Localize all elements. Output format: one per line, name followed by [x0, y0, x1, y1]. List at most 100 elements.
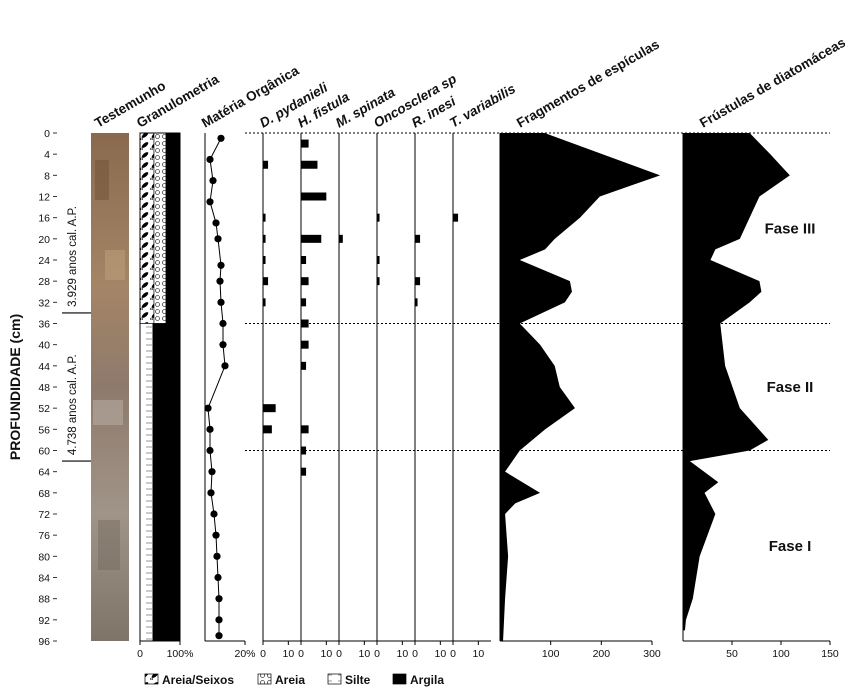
legend-swatch	[258, 674, 271, 684]
organic-point	[209, 177, 216, 184]
x-tick-label: 20%	[234, 648, 255, 660]
grain-segment	[154, 133, 166, 324]
x-tick-label: 10	[434, 648, 446, 660]
x-tick-label: 0	[298, 648, 304, 660]
x-tick-label: 0	[450, 648, 456, 660]
y-tick-label: 36	[38, 319, 50, 331]
y-tick-label: 48	[38, 382, 50, 394]
y-tick-label: 4	[44, 149, 50, 161]
x-tick-label: 0	[374, 648, 380, 660]
taxon-bar	[301, 193, 326, 201]
grain-segment	[140, 133, 154, 324]
x-tick-label: 10	[472, 648, 484, 660]
x-tick-label: 300	[643, 648, 661, 660]
taxon-bar	[453, 214, 458, 222]
organic-point	[212, 532, 219, 539]
taxon-bar	[263, 277, 268, 285]
legend-swatch	[145, 674, 158, 684]
grain-segment	[153, 324, 180, 642]
x-tick-label: 0	[260, 648, 266, 660]
y-tick-label: 40	[38, 340, 50, 352]
core-texture	[95, 160, 109, 200]
panel-title: T. variabilis	[447, 81, 518, 131]
taxon-bar	[301, 341, 309, 349]
organic-point	[213, 553, 220, 560]
legend-label: Areia/Seixos	[162, 673, 234, 687]
y-tick-label: 56	[38, 424, 50, 436]
grain-segment	[166, 133, 180, 324]
date-annotation: 3.929 anos cal. A.P.	[67, 206, 79, 307]
panel-title: Frústulas de diatomáceas	[697, 35, 845, 131]
x-tick-label: 200	[593, 648, 611, 660]
core-texture	[98, 520, 120, 570]
date-annotation: 4.738 anos cal. A.P.	[67, 354, 79, 455]
core-texture	[105, 250, 125, 280]
y-tick-label: 0	[44, 128, 50, 140]
organic-point	[207, 489, 214, 496]
x-tick-label: 0	[137, 648, 143, 660]
organic-point	[206, 156, 213, 163]
organic-point	[217, 135, 224, 142]
organic-point	[208, 468, 215, 475]
zone-label: Fase III	[765, 220, 816, 237]
x-tick-label: 100%	[167, 648, 194, 660]
organic-point	[215, 595, 222, 602]
y-tick-label: 32	[38, 297, 50, 309]
taxon-bar	[301, 362, 306, 370]
x-tick-label: 50	[726, 648, 738, 660]
panel-title: Fragmentos de espículas	[514, 37, 662, 131]
y-tick-label: 76	[38, 530, 50, 542]
taxon-bar	[263, 425, 272, 433]
y-tick-label: 44	[38, 361, 50, 373]
legend-label: Argila	[410, 673, 444, 687]
taxon-bar	[301, 425, 309, 433]
x-tick-label: 10	[320, 648, 332, 660]
organic-point	[214, 235, 221, 242]
y-tick-label: 52	[38, 403, 50, 415]
organic-point	[221, 362, 228, 369]
chart: PROFUNDIDADE (cm) Testemunho 04812162024…	[0, 0, 845, 691]
organic-point	[216, 278, 223, 285]
taxon-bar	[415, 277, 420, 285]
x-tick-label: 0	[336, 648, 342, 660]
y-tick-label: 64	[38, 467, 50, 479]
taxon-bar	[415, 235, 420, 243]
organic-point	[215, 632, 222, 639]
legend-swatch	[328, 674, 341, 684]
abundance-area	[500, 133, 660, 641]
organic-point	[206, 447, 213, 454]
legend-swatch	[393, 674, 406, 684]
taxon-bar	[263, 161, 268, 169]
x-tick-label: 150	[821, 648, 839, 660]
organic-point	[219, 341, 226, 348]
y-tick-label: 88	[38, 594, 50, 606]
y-tick-label: 92	[38, 615, 50, 627]
y-tick-label: 84	[38, 573, 50, 585]
x-tick-label: 100	[542, 648, 560, 660]
organic-point	[217, 262, 224, 269]
taxon-bar	[301, 298, 306, 306]
taxon-bar	[339, 235, 343, 243]
organic-point	[206, 198, 213, 205]
organic-point	[217, 299, 224, 306]
y-tick-label: 12	[38, 192, 50, 204]
y-tick-label: 68	[38, 488, 50, 500]
organic-point	[212, 219, 219, 226]
organic-point	[214, 574, 221, 581]
zone-label: Fase I	[769, 538, 812, 555]
grain-segment	[140, 324, 153, 642]
y-tick-label: 60	[38, 446, 50, 458]
y-tick-label: 24	[38, 255, 50, 267]
zone-label: Fase II	[767, 379, 814, 396]
taxon-bar	[301, 277, 309, 285]
core-texture	[93, 400, 123, 425]
x-tick-label: 0	[412, 648, 418, 660]
taxon-bar	[301, 256, 306, 264]
x-tick-label: 100	[772, 648, 790, 660]
y-tick-label: 28	[38, 276, 50, 288]
organic-point	[215, 616, 222, 623]
taxon-bar	[301, 468, 306, 476]
x-tick-label: 10	[282, 648, 294, 660]
organic-point	[210, 510, 217, 517]
y-axis-label: PROFUNDIDADE (cm)	[7, 314, 23, 460]
